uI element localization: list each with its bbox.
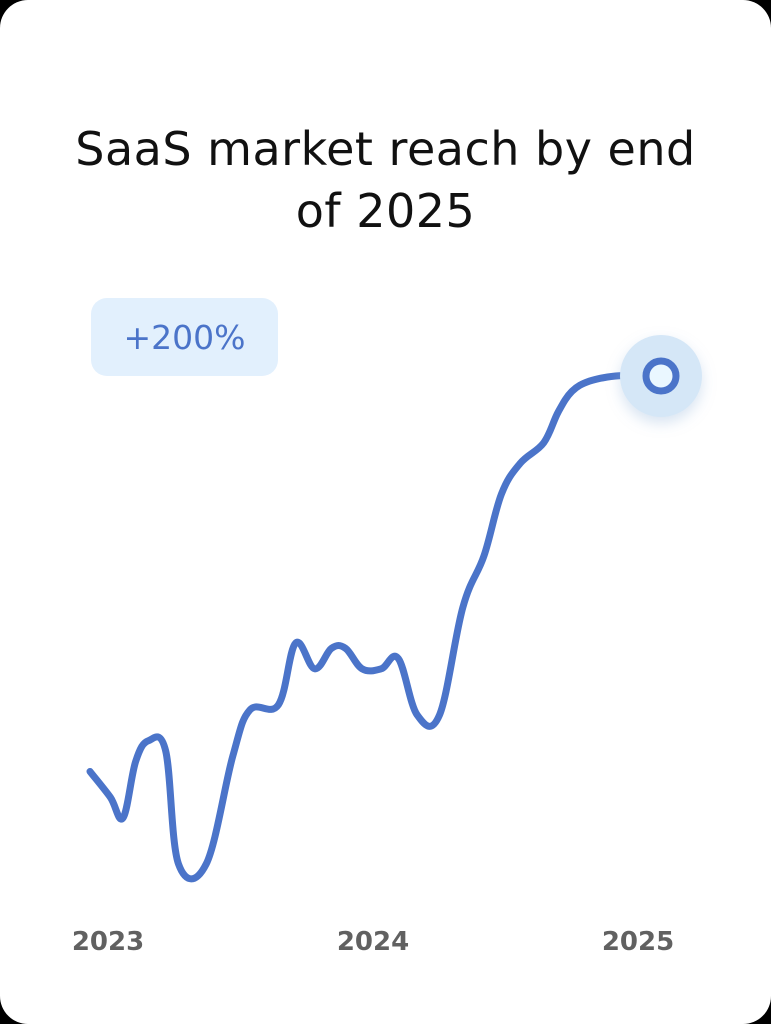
x-tick-label: 2024 xyxy=(337,927,409,957)
endpoint-marker xyxy=(642,357,680,395)
series-line xyxy=(86,372,665,883)
x-tick-label: 2023 xyxy=(72,927,144,957)
growth-badge: +200% xyxy=(91,298,278,376)
chart-title: SaaS market reach by end of 2025 xyxy=(75,122,696,238)
x-tick-label: 2025 xyxy=(602,927,674,957)
